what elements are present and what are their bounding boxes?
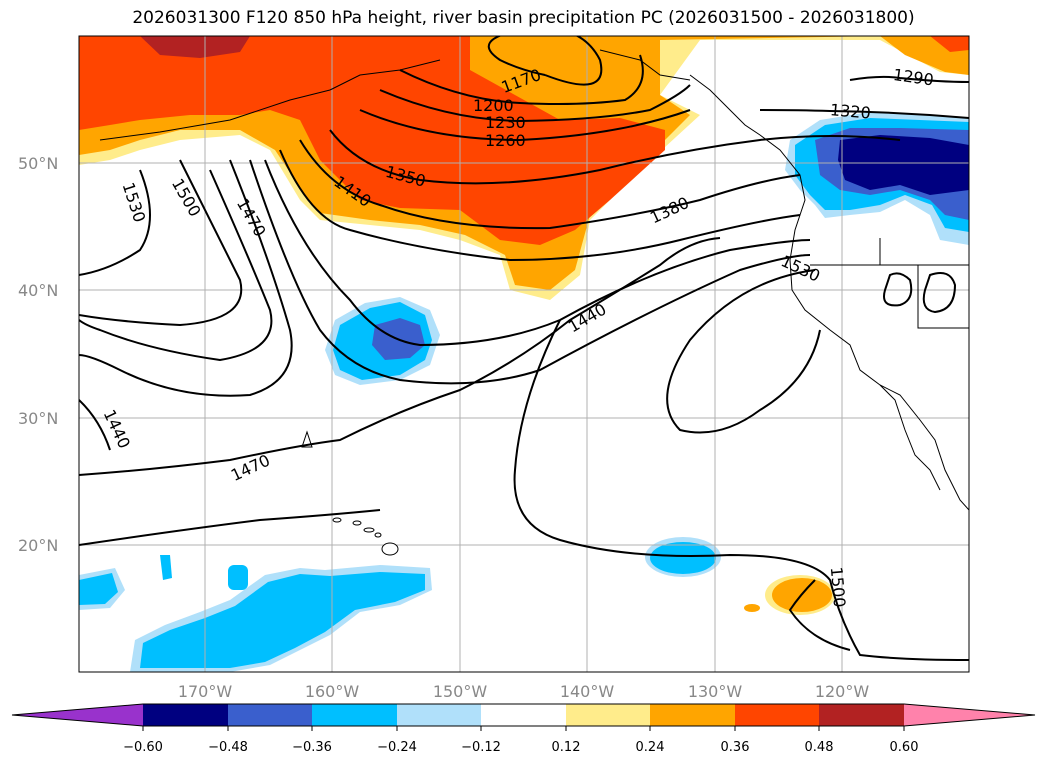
- colorbar-swatch: [566, 704, 650, 726]
- lon-label-140w: 140°W: [560, 682, 615, 701]
- lon-label-130w: 130°W: [688, 682, 743, 701]
- lat-label-20n: 20°N: [18, 536, 58, 555]
- colorbar-swatch: [312, 704, 397, 726]
- colorbar-tick-label: −0.12: [461, 740, 501, 755]
- longitude-labels: 170°W 160°W 150°W 140°W 130°W 120°W: [178, 682, 870, 701]
- map-title: 2026031300 F120 850 hPa height, river ba…: [132, 8, 915, 28]
- colorbar-tick-label: −0.24: [377, 740, 417, 755]
- colorbar-swatch: [650, 704, 735, 726]
- colorbar-tick-label: −0.60: [123, 740, 163, 755]
- colorbar: [11, 703, 1036, 731]
- colorbar-swatch: [819, 704, 904, 726]
- colorbar-tick-label: 0.24: [636, 740, 665, 755]
- lat-label-40n: 40°N: [18, 281, 58, 300]
- colorbar-tick-label: 0.60: [890, 740, 919, 755]
- lon-label-150w: 150°W: [433, 682, 488, 701]
- contour-label: 1260: [485, 131, 526, 150]
- colorbar-swatch: [735, 704, 819, 726]
- colorbar-tick-labels: −0.60 −0.48 −0.36 −0.24 −0.12 0.12 0.24 …: [123, 740, 918, 755]
- colorbar-tick-label: 0.36: [721, 740, 750, 755]
- colorbar-swatch: [143, 704, 228, 726]
- colorbar-extend-max: [904, 704, 1035, 726]
- colorbar-tick-label: 0.12: [552, 740, 581, 755]
- colorbar-tick-label: −0.48: [208, 740, 248, 755]
- colorbar-tick-label: 0.48: [805, 740, 834, 755]
- coastlines: [99, 49, 969, 511]
- lat-label-30n: 30°N: [18, 409, 58, 428]
- lon-label-160w: 160°W: [305, 682, 360, 701]
- negative-precip-shading: [79, 112, 969, 672]
- gridlines: [79, 36, 969, 672]
- colorbar-swatch: [397, 704, 481, 726]
- contour-label: 1320: [829, 100, 871, 122]
- colorbar-extend-min: [12, 704, 143, 726]
- colorbar-swatch: [481, 704, 566, 726]
- colorbar-swatch: [228, 704, 312, 726]
- hawaii-islands: [301, 430, 399, 556]
- contour-label: 1230: [485, 113, 526, 132]
- contour-label: 1500: [827, 566, 849, 608]
- map-frame: [78, 35, 970, 673]
- lon-label-120w: 120°W: [815, 682, 870, 701]
- latitude-labels: 50°N 40°N 30°N 20°N: [18, 154, 58, 555]
- height-contours: [79, 36, 969, 661]
- contour-label: 1200: [473, 96, 514, 115]
- lat-label-50n: 50°N: [18, 154, 58, 173]
- colorbar-tick-label: −0.36: [292, 740, 332, 755]
- lon-label-170w: 170°W: [178, 682, 233, 701]
